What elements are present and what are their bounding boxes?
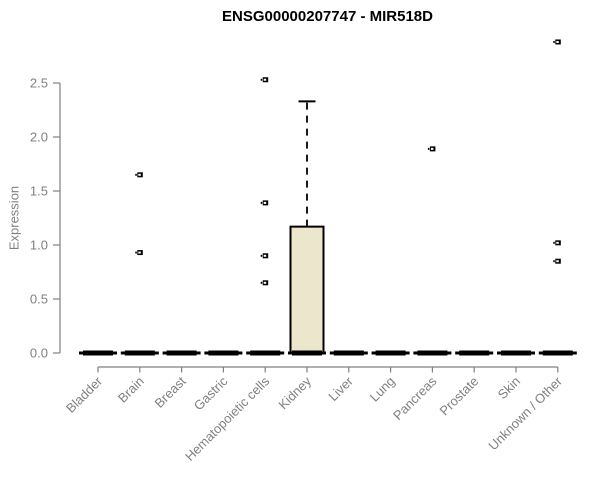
category-label: Unknown / Other	[485, 373, 565, 453]
outlier-point-nub	[260, 201, 263, 204]
median-bar	[83, 350, 113, 356]
category-label: Prostate	[436, 374, 481, 419]
outlier-point-slot	[263, 201, 267, 204]
outlier-point-nub	[427, 147, 430, 150]
outlier-point-slot	[138, 173, 141, 176]
category-label: Gastric	[191, 373, 231, 413]
outlier-point-nub	[553, 40, 555, 43]
median-bar	[542, 350, 573, 356]
outlier-point-slot	[263, 281, 267, 284]
outlier-point-nub	[260, 281, 263, 284]
y-tick-label: 1.5	[30, 184, 48, 199]
outlier-point-slot	[430, 147, 434, 150]
outlier-point-slot	[263, 78, 267, 81]
median-bar	[459, 350, 490, 356]
outlier-point-nub	[260, 254, 263, 257]
y-tick-label: 0.0	[30, 346, 48, 361]
median-bar	[333, 350, 364, 356]
category-label: Bladder	[63, 373, 106, 416]
median-bar	[501, 350, 531, 356]
outlier-point-nub	[260, 78, 263, 81]
outlier-point-slot	[263, 254, 267, 257]
category-label: Breast	[152, 373, 189, 410]
category-label: Kidney	[275, 373, 314, 412]
category-label: Brain	[115, 374, 147, 406]
category-label: Lung	[367, 374, 398, 405]
median-bar	[166, 350, 197, 356]
median-bar	[124, 350, 155, 356]
median-bar	[292, 350, 322, 356]
outlier-point-nub	[135, 173, 137, 176]
y-tick-label: 1.0	[30, 238, 48, 253]
outlier-point-slot	[556, 40, 559, 43]
category-label: Pancreas	[390, 373, 440, 423]
median-bar	[375, 350, 406, 356]
outlier-point-nub	[553, 260, 555, 263]
outlier-point-nub	[553, 241, 555, 244]
outlier-point-slot	[556, 260, 559, 263]
outlier-point-slot	[138, 251, 141, 254]
box	[289, 225, 325, 354]
outlier-point-slot	[556, 241, 559, 244]
chart-title: ENSG00000207747 - MIR518D	[222, 8, 433, 25]
outlier-point-nub	[135, 251, 137, 254]
median-bar	[208, 350, 239, 356]
median-bar	[417, 350, 448, 356]
median-bar	[250, 350, 281, 356]
category-label: Liver	[325, 373, 356, 404]
y-tick-label: 2.5	[30, 76, 48, 91]
y-tick-label: 0.5	[30, 292, 48, 307]
y-tick-label: 2.0	[30, 130, 48, 145]
category-label: Skin	[495, 374, 523, 402]
